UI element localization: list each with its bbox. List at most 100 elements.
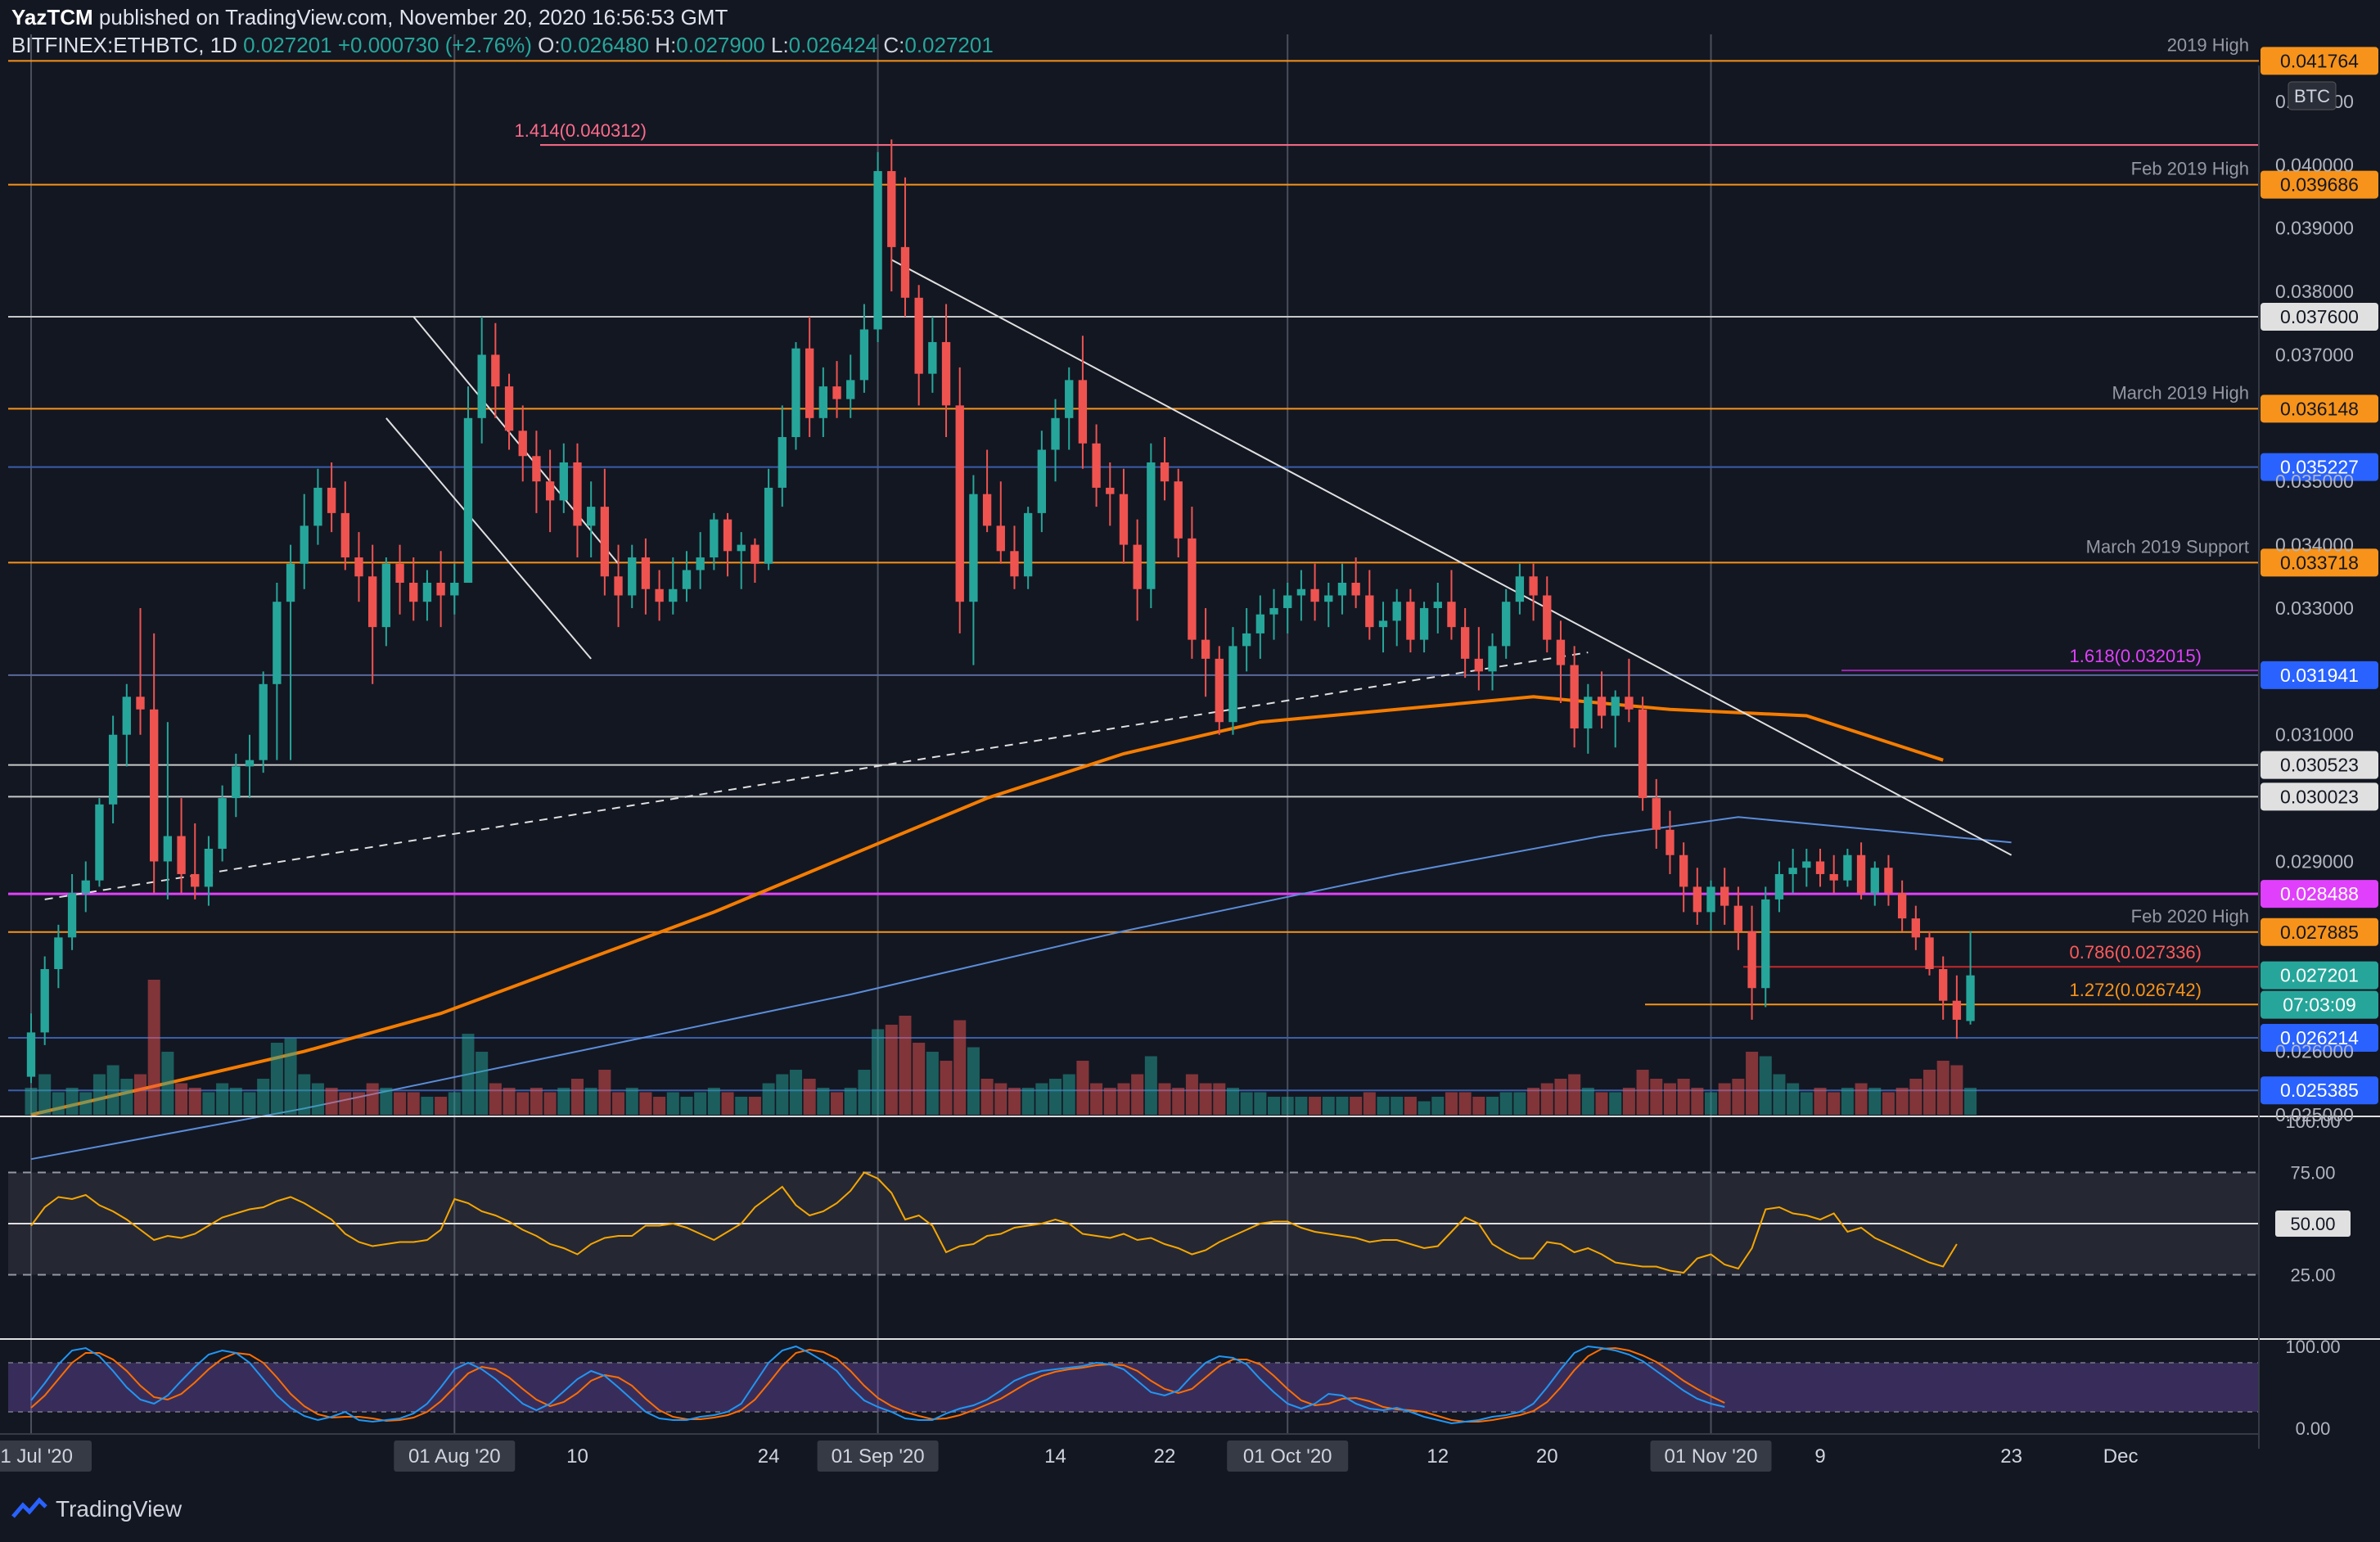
volume-bar xyxy=(38,1074,52,1115)
volume-bar xyxy=(707,1088,720,1115)
publish-info: published on TradingView.com, November 2… xyxy=(98,5,728,29)
price-tick: 0.026000 xyxy=(2275,1041,2354,1062)
volume-bar xyxy=(1787,1083,1800,1115)
volume-bar xyxy=(1595,1092,1608,1115)
candle-body xyxy=(177,836,186,874)
volume-bar xyxy=(1007,1088,1021,1115)
candle-body xyxy=(1733,905,1743,931)
candle-body xyxy=(204,849,214,887)
candle-body xyxy=(900,246,910,298)
time-axis[interactable]: 01 Jul '20 01 Aug '20 10 24 01 Sep '20 14 22 01… xyxy=(0,1433,2259,1472)
candle-body xyxy=(859,329,869,381)
candle-body xyxy=(628,557,637,596)
volume-bar xyxy=(1117,1083,1130,1115)
candle-body xyxy=(791,348,800,438)
symbol-label[interactable]: BITFINEX:ETHBTC, 1D xyxy=(11,33,237,57)
candle-body xyxy=(764,487,773,564)
volume-bar xyxy=(1431,1097,1445,1115)
volume-bar xyxy=(1458,1092,1472,1115)
candle-body xyxy=(600,507,610,577)
price-tag-text: 0.039686 xyxy=(2280,174,2359,196)
volume-bar xyxy=(1868,1088,1882,1115)
volume-bar xyxy=(1705,1092,1718,1115)
volume-bar xyxy=(1199,1083,1212,1115)
volume-bar xyxy=(817,1088,830,1115)
candle-body xyxy=(586,507,596,526)
candle-body xyxy=(778,437,787,488)
volume-bar xyxy=(92,1074,106,1115)
candle-body xyxy=(67,893,77,938)
trendline xyxy=(44,652,1589,900)
volume-bar xyxy=(65,1088,79,1115)
volume-bars xyxy=(25,980,1977,1115)
volume-bar xyxy=(1350,1097,1363,1115)
volume-bar xyxy=(1144,1056,1157,1115)
candle-body xyxy=(737,544,746,552)
close-value: 0.027201 xyxy=(904,33,994,57)
candle-body xyxy=(1433,602,1442,608)
candle-body xyxy=(1952,1000,1962,1020)
candle-body xyxy=(1556,639,1566,665)
candle-body xyxy=(232,766,241,799)
publisher-name[interactable]: YazTCM xyxy=(11,5,93,29)
candle-body xyxy=(1611,697,1620,716)
price-axis[interactable]: 0.041764 0.039686 0.037600 0.036148 0.035227… xyxy=(2258,47,2378,1449)
candle-body xyxy=(669,588,678,602)
horizontal-levels: 2019 High Feb 2019 High March 2019 High Mar… xyxy=(8,34,2259,1092)
price-tick: 0.039000 xyxy=(2275,218,2354,239)
candle-body xyxy=(1365,595,1374,628)
volume-bar xyxy=(243,1092,256,1115)
price-tag xyxy=(2261,751,2378,779)
volume-bar xyxy=(1677,1079,1690,1115)
volume-bar xyxy=(1882,1092,1895,1115)
volume-bar xyxy=(1021,1088,1034,1115)
candle-body xyxy=(1228,646,1237,723)
level-label: 2019 High xyxy=(2167,34,2249,55)
volume-bar xyxy=(844,1088,857,1115)
volume-bar xyxy=(1268,1097,1281,1115)
candle-body xyxy=(1283,595,1292,608)
trendlines[interactable] xyxy=(44,259,2013,900)
candle-body xyxy=(641,557,651,589)
volume-bar xyxy=(1568,1074,1581,1115)
volume-bar xyxy=(133,1074,147,1115)
candle-body xyxy=(1447,602,1456,628)
time-label-box xyxy=(1650,1441,1772,1472)
candle-body xyxy=(1106,487,1115,494)
candle-body xyxy=(1925,937,1934,970)
candle-body xyxy=(422,583,432,602)
volume-bar xyxy=(1895,1088,1909,1115)
volume-bar xyxy=(666,1092,679,1115)
level-label: Feb 2019 High xyxy=(2131,159,2249,179)
volume-bar xyxy=(1950,1065,1963,1115)
volume-bar xyxy=(503,1088,516,1115)
candle-body xyxy=(1488,646,1497,672)
candle-body xyxy=(1543,595,1552,640)
volume-bar xyxy=(1964,1088,1977,1115)
tradingview-logo[interactable]: TradingView xyxy=(11,1496,182,1522)
volume-bar xyxy=(721,1092,734,1115)
price-tag xyxy=(2261,395,2378,423)
candle-body xyxy=(1829,873,1838,881)
candle-body xyxy=(941,341,951,406)
volume-bar xyxy=(394,1092,407,1115)
candle-body xyxy=(1966,975,1975,1021)
time-label-box xyxy=(817,1441,939,1472)
volume-bar xyxy=(530,1088,543,1115)
time-label: 01 Aug '20 xyxy=(408,1445,501,1468)
candle-body xyxy=(1706,886,1715,913)
candle-body xyxy=(1324,595,1333,602)
volume-bar xyxy=(1404,1097,1417,1115)
volume-bar xyxy=(1581,1088,1594,1115)
candle-body xyxy=(1515,576,1525,602)
volume-bar xyxy=(748,1097,761,1115)
volume-bar xyxy=(831,1092,844,1115)
time-label: 20 xyxy=(1536,1445,1558,1468)
price-tick: 0.034000 xyxy=(2275,534,2354,556)
price-tag-text: 0.036148 xyxy=(2280,398,2359,419)
candle-body xyxy=(710,519,719,558)
volume-bar xyxy=(1814,1088,1827,1115)
volume-bar xyxy=(188,1088,201,1115)
candle-body xyxy=(928,341,937,374)
